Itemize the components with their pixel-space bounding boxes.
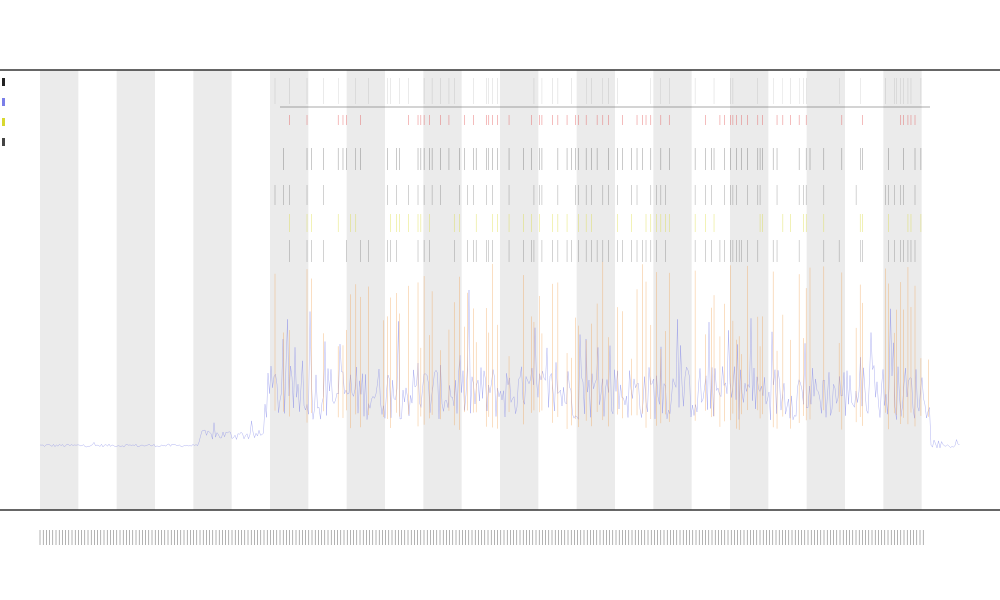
background-band: [193, 70, 232, 510]
background-band: [730, 70, 769, 510]
legend-item: [2, 138, 16, 158]
legend-item: [2, 78, 16, 98]
background-band: [116, 70, 155, 510]
background-band: [653, 70, 692, 510]
legend-swatch: [2, 118, 5, 126]
background-band: [423, 70, 462, 510]
legend-swatch: [2, 138, 5, 146]
background-band: [346, 70, 385, 510]
background-band: [500, 70, 539, 510]
legend-item: [2, 118, 16, 138]
legend-swatch: [2, 98, 5, 106]
background-band: [576, 70, 615, 510]
legend-item: [2, 98, 16, 118]
legend-swatch: [2, 78, 5, 86]
background-band: [806, 70, 845, 510]
background-band: [270, 70, 309, 510]
chart-legend: [2, 78, 16, 158]
background-band: [883, 70, 922, 510]
background-band: [40, 70, 79, 510]
